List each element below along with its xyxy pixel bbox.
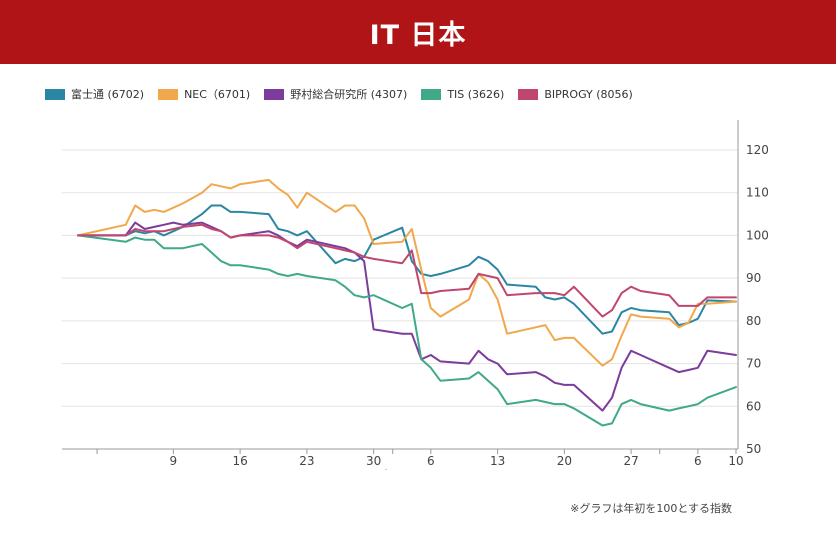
legend-item[interactable]: TIS (3626)	[421, 88, 504, 101]
x-tick-label: 30	[366, 454, 381, 468]
x-tick-label: 23	[299, 454, 314, 468]
legend-item[interactable]: NEC（6701)	[158, 86, 250, 102]
legend-swatch	[264, 88, 285, 100]
legend-item[interactable]: 野村総合研究所 (4307)	[264, 86, 407, 102]
legend-swatch	[158, 88, 179, 100]
y-tick-label: 100	[746, 228, 769, 242]
chart-header: IT 日本	[0, 0, 836, 64]
x-tick-label: Feb '26	[371, 468, 415, 470]
legend-label: TIS (3626)	[447, 87, 505, 101]
x-tick-label: 13	[490, 454, 505, 468]
x-tick-label: 16	[232, 454, 247, 468]
y-tick-label: 50	[746, 442, 761, 456]
x-tick-label: Mar '26	[637, 468, 682, 470]
footnote: ※グラフは年初を100とする指数	[570, 502, 732, 515]
y-tick-label: 90	[746, 271, 761, 285]
x-tick-label: 10	[728, 454, 743, 468]
legend-item[interactable]: BIPROGY (8056)	[518, 88, 633, 101]
series-line	[77, 234, 737, 427]
y-tick-label: 60	[746, 399, 761, 413]
legend-label: BIPROGY (8056)	[544, 87, 633, 101]
legend-label: 野村総合研究所 (4307)	[290, 88, 408, 101]
chart-title: IT 日本	[369, 19, 467, 51]
series-line	[77, 204, 737, 335]
series-line	[77, 223, 737, 318]
y-tick-label: 70	[746, 357, 761, 371]
series-line	[77, 178, 737, 367]
x-tick-label: 27	[623, 454, 638, 468]
legend: 富士通 (6702) NEC（6701) 野村総合研究所 (4307) TIS (36…	[45, 86, 647, 102]
legend-item[interactable]: 富士通 (6702)	[45, 86, 144, 102]
x-tick-label: 20	[557, 454, 572, 468]
legend-swatch	[421, 88, 442, 100]
x-tick-label: 6	[694, 454, 702, 468]
series-line	[77, 221, 737, 412]
legend-swatch	[518, 88, 539, 100]
x-tick-label: 9	[170, 454, 178, 468]
legend-label: NEC（6701)	[184, 88, 251, 101]
x-tick-label: Jan '26	[76, 468, 118, 470]
line-chart: 50 60 70 80 90 100 110 120 Jan '26 9 16 23 30Feb '26…	[62, 120, 769, 470]
y-tick-label: 80	[746, 314, 761, 328]
y-tick-label: 120	[746, 143, 769, 157]
y-tick-label: 110	[746, 186, 769, 200]
x-tick-label: 6	[427, 454, 435, 468]
legend-label: 富士通 (6702)	[71, 88, 145, 101]
legend-swatch	[45, 88, 65, 100]
